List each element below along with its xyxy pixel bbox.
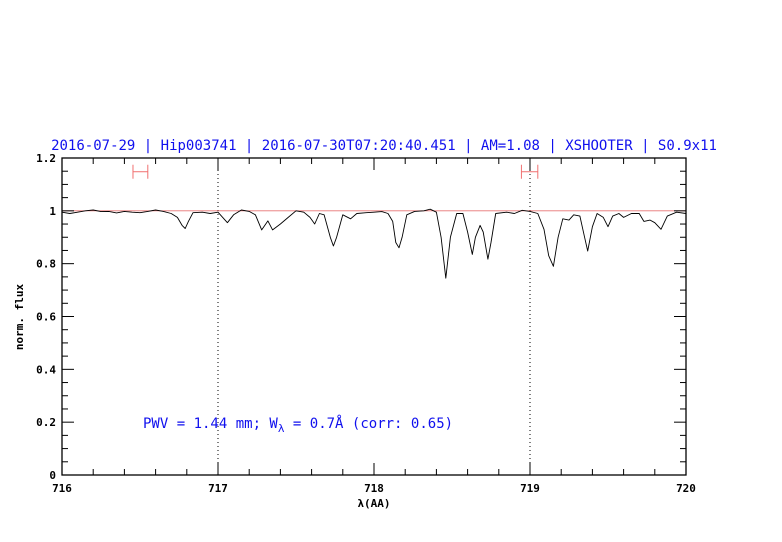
- annotation-post: = 0.7Å (corr: 0.65): [284, 415, 453, 432]
- y-tick-label: 0.6: [36, 311, 56, 324]
- x-axis-label: λ(AA): [357, 497, 390, 510]
- x-tick-label: 718: [364, 482, 384, 495]
- x-tick-label: 719: [520, 482, 540, 495]
- y-tick-label: 0.2: [36, 416, 56, 429]
- annotation-pre: PWV = 1.44 mm; W: [143, 416, 278, 432]
- chart-title: 2016-07-29 | Hip003741 | 2016-07-30T07:2…: [51, 138, 717, 154]
- pwv-annotation: PWV = 1.44 mm; Wλ = 0.7Å (corr: 0.65): [143, 415, 453, 435]
- y-tick-label: 1: [49, 205, 56, 218]
- x-tick-label: 720: [676, 482, 696, 495]
- x-tick-label: 717: [208, 482, 228, 495]
- fit-range-bar: [132, 164, 149, 179]
- x-tick-label: 716: [52, 482, 72, 495]
- y-tick-label: 0.8: [36, 258, 56, 271]
- annotation-sub: λ: [278, 422, 285, 435]
- y-tick-label: 1.2: [36, 152, 56, 165]
- y-tick-label: 0.4: [36, 363, 56, 376]
- fit-range-bar: [520, 164, 539, 179]
- y-tick-label: 0: [49, 469, 56, 482]
- spectrum-line: [61, 208, 687, 279]
- y-axis-label: norm. flux: [13, 284, 26, 351]
